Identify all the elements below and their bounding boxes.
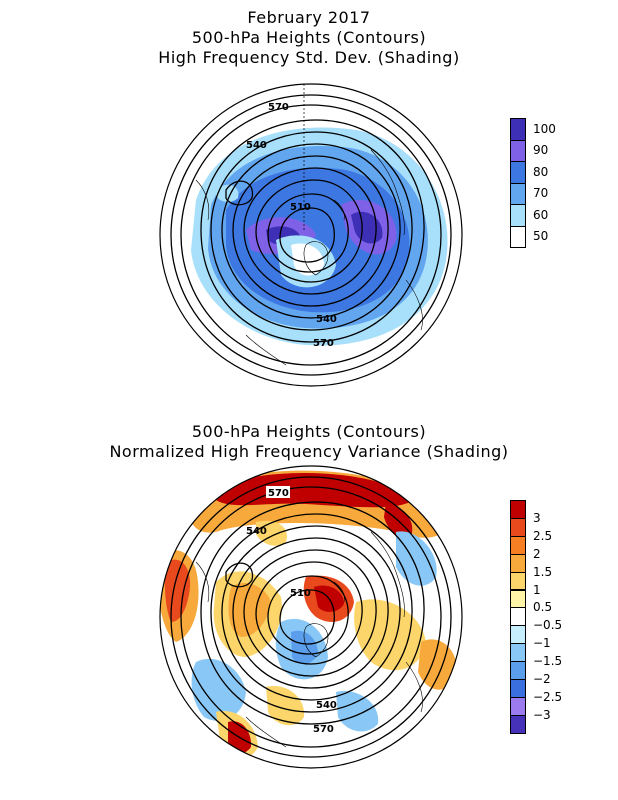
colorbar-label: 2.5: [533, 528, 553, 543]
title-line: Normalized High Frequency Variance (Shad…: [109, 442, 509, 461]
colorbar-label: 60: [533, 207, 549, 222]
colorbar-swatch: [510, 139, 526, 162]
colorbar-swatch: [510, 643, 526, 663]
contour-label-bg: [266, 486, 290, 498]
contour-label: 510: [290, 588, 311, 599]
colorbar-label: −2.5: [533, 689, 563, 704]
coastlines: [195, 149, 423, 366]
colorbar-swatch: [510, 661, 526, 680]
height-contours: [170, 476, 452, 758]
title-line: February 2017: [247, 8, 371, 27]
colorbar-swatch: [510, 225, 526, 248]
colorbar-swatch: [510, 535, 526, 555]
contour-label: 570: [268, 488, 289, 499]
contour-label: 570: [313, 724, 334, 735]
colorbar-label: 2: [533, 546, 541, 561]
colorbar-label: 1.5: [533, 564, 553, 579]
contour-label: 510: [290, 202, 311, 213]
colorbar-swatch: [510, 517, 526, 537]
colorbar-swatch: [510, 714, 526, 734]
bottom-polar-map: 570 540 510 540 570: [159, 465, 463, 769]
contour-label: 540: [316, 314, 337, 325]
colorbar-swatch: [510, 118, 526, 141]
map-border: [159, 465, 463, 769]
colorbar-swatch: [510, 161, 526, 184]
colorbar-swatch: [510, 553, 526, 573]
colorbar-swatch: [510, 679, 526, 698]
contour-label: 540: [316, 700, 337, 711]
colorbar-label: −2: [533, 672, 551, 686]
colorbar-label: −1: [533, 636, 551, 651]
colorbar-label: −0.5: [533, 618, 563, 633]
colorbar-label: 80: [533, 164, 549, 179]
colorbar-label: 50: [533, 229, 549, 244]
colorbar-swatch: [510, 182, 526, 205]
colorbar-swatch: [510, 589, 526, 609]
colorbar-swatch: [510, 625, 526, 645]
title-line: High Frequency Std. Dev. (Shading): [158, 48, 460, 67]
colorbar-label: 3: [533, 510, 541, 525]
colorbar-swatch: [510, 571, 526, 591]
colorbar-swatch: [510, 696, 526, 716]
contour-label: 540: [246, 526, 267, 537]
colorbar-label: 90: [533, 143, 549, 158]
colorbar-swatch: [510, 607, 526, 627]
contour-label: 540: [246, 140, 267, 151]
top-panel-title: February 2017 500-hPa Heights (Contours)…: [0, 8, 618, 68]
colorbar-label: 100: [533, 121, 556, 136]
contour-label: 570: [313, 338, 334, 349]
colorbar-swatch: [510, 204, 526, 227]
title-line: 500-hPa Heights (Contours): [191, 28, 427, 47]
contour-label: 570: [268, 102, 289, 113]
colorbar-label: 70: [533, 186, 549, 201]
bottom-panel-title: 500-hPa Heights (Contours) Normalized Hi…: [0, 422, 618, 462]
colorbar-label: 1: [533, 582, 541, 597]
variance-shading: [160, 470, 457, 759]
std-dev-shading: [191, 127, 448, 346]
top-polar-map: 570 540 510 540 570: [159, 83, 463, 387]
colorbar-label: −1.5: [533, 654, 563, 669]
height-contours: [170, 94, 452, 376]
colorbar-label: −3: [533, 707, 551, 722]
coastlines: [195, 531, 423, 748]
colorbar-label: 0.5: [533, 600, 553, 615]
title-line: 500-hPa Heights (Contours): [191, 422, 427, 441]
map-border: [159, 83, 463, 387]
colorbar-swatch: [510, 500, 526, 519]
